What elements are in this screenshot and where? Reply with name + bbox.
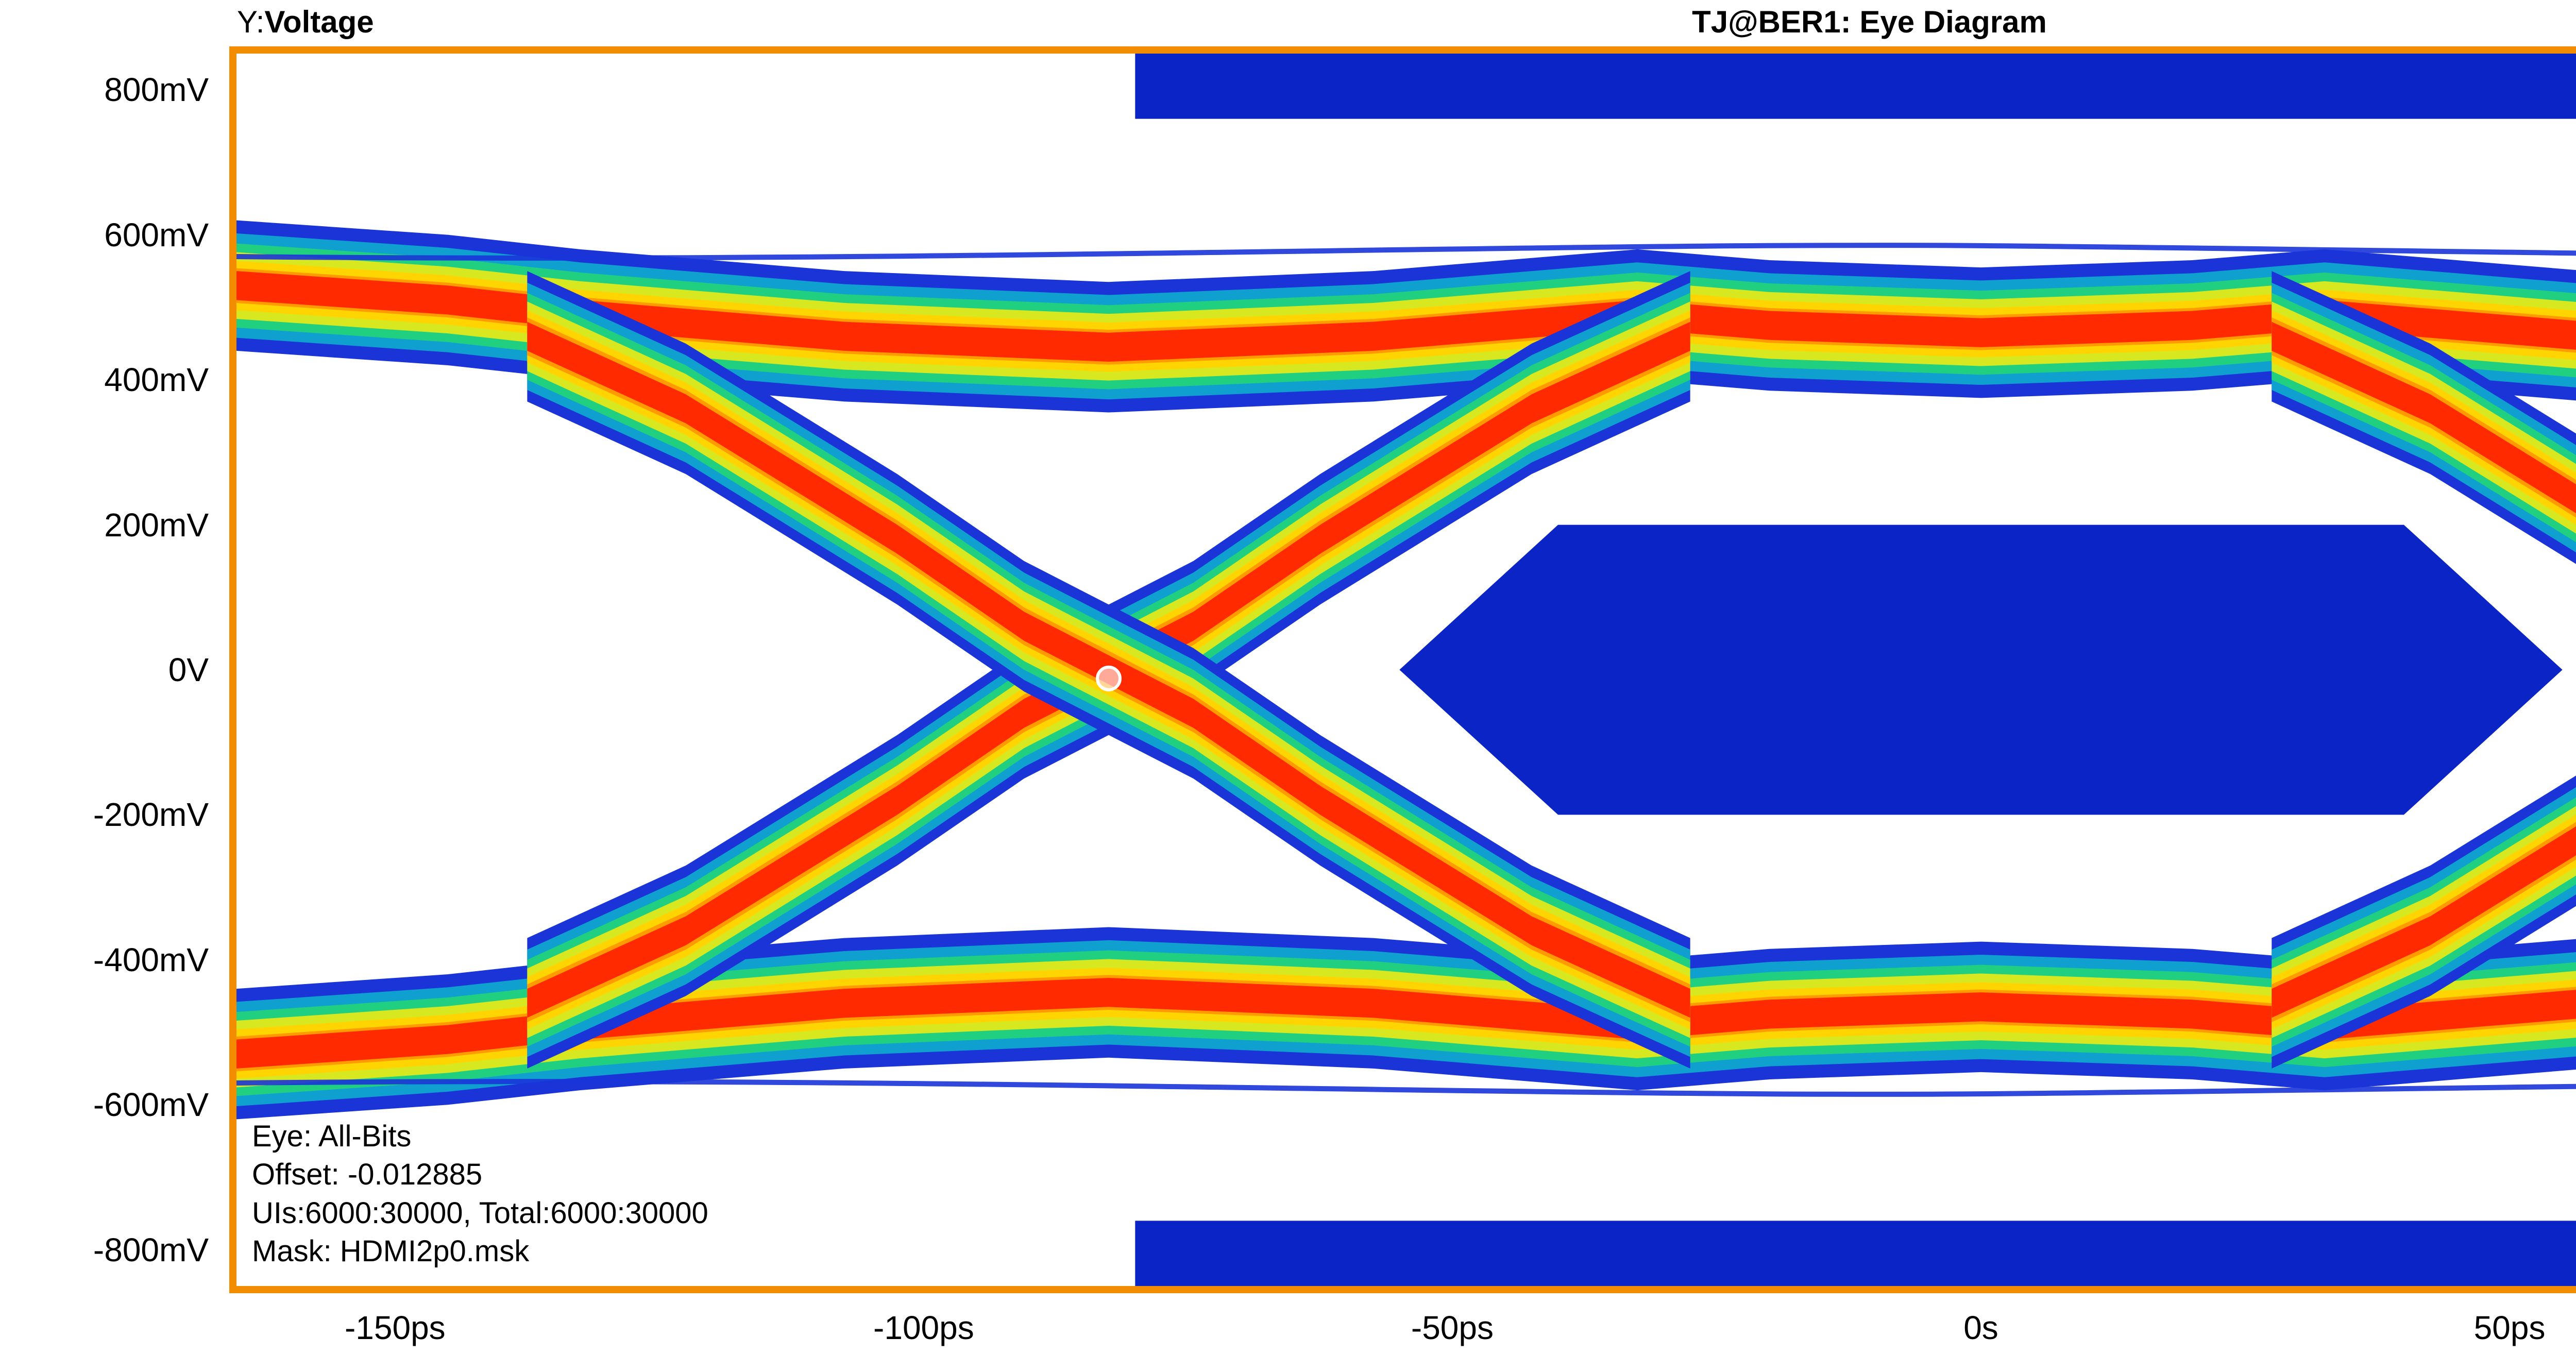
chart-title: TJ@BER1: Eye Diagram (0, 4, 2576, 40)
y-tick-label: 800mV (104, 71, 209, 109)
y-tick-label: -600mV (93, 1086, 209, 1124)
eye-svg (236, 54, 2576, 1286)
x-tick-label: 0s (1963, 1309, 1998, 1347)
header-row: Y:Voltage TJ@BER1: Eye Diagram X:Time (0, 0, 2576, 46)
y-tick-label: 400mV (104, 361, 209, 399)
y-tick-label: -400mV (93, 941, 209, 979)
y-tick-label: -800mV (93, 1231, 209, 1269)
y-tick-label: 600mV (104, 216, 209, 254)
plot-area[interactable]: Eye: All-Bits Offset: -0.012885 UIs:6000… (236, 54, 2576, 1286)
x-tick-label: 50ps (2474, 1309, 2546, 1347)
info-line-mask: Mask: HDMI2p0.msk (252, 1232, 708, 1271)
y-tick-label: 200mV (104, 506, 209, 544)
y-tick-label: 0V (168, 651, 209, 689)
eye-diagram-container: Y:Voltage TJ@BER1: Eye Diagram X:Time 80… (0, 0, 2576, 1371)
info-box: Eye: All-Bits Offset: -0.012885 UIs:6000… (252, 1118, 708, 1271)
x-tick-labels: -150ps-100ps-50ps0s50ps100ps150ps (229, 1309, 2576, 1360)
info-line-uis: UIs:6000:30000, Total:6000:30000 (252, 1194, 708, 1232)
x-tick-label: -100ps (873, 1309, 974, 1347)
y-tick-label: -200mV (93, 795, 209, 834)
plot-frame: Eye: All-Bits Offset: -0.012885 UIs:6000… (229, 46, 2576, 1293)
y-tick-labels: 800mV 600mV 400mV 200mV 0V -200mV -400mV -600mV… (0, 46, 219, 1293)
info-line-eye: Eye: All-Bits (252, 1118, 708, 1156)
x-tick-label: -50ps (1411, 1309, 1494, 1347)
info-line-offset: Offset: -0.012885 (252, 1156, 708, 1194)
x-tick-label: -150ps (345, 1309, 446, 1347)
